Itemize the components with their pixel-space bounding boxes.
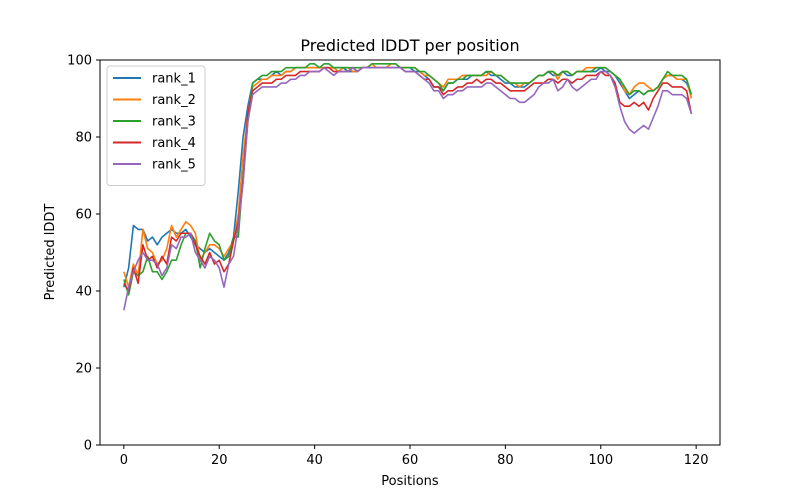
y-tick-label: 60 (75, 208, 92, 223)
series-line-rank_3 (123, 63, 693, 296)
legend-label-rank_2: rank_2 (152, 93, 196, 108)
y-axis-label: Predicted lDDT (43, 204, 58, 301)
y-tick-label: 0 (84, 439, 92, 454)
x-tick-label: 100 (588, 453, 613, 468)
legend-label-rank_3: rank_3 (152, 115, 196, 130)
series-line-rank_5 (123, 66, 693, 311)
legend-label-rank_1: rank_1 (152, 72, 196, 87)
x-tick-label: 60 (402, 453, 419, 468)
legend-label-rank_4: rank_4 (152, 136, 196, 151)
x-tick-label: 80 (497, 453, 514, 468)
x-axis-label: Positions (381, 474, 439, 489)
x-tick-label: 40 (306, 453, 323, 468)
y-tick-label: 40 (75, 285, 92, 300)
x-tick-label: 20 (211, 453, 228, 468)
y-axis: 0 20 40 60 80 100 (67, 54, 100, 454)
x-tick-label: 120 (684, 453, 709, 468)
plot-area (123, 63, 693, 311)
legend-box (106, 65, 206, 186)
x-axis: 0 20 40 60 80 100 120 (120, 445, 709, 468)
y-tick-label: 100 (67, 54, 92, 69)
y-tick-label: 80 (75, 131, 92, 146)
legend: rank_1 rank_2 rank_3 rank_4 rank_5 (106, 65, 206, 186)
y-tick-label: 20 (75, 362, 92, 377)
x-tick-label: 0 (120, 453, 128, 468)
chart-title: Predicted lDDT per position (300, 36, 519, 55)
legend-label-rank_5: rank_5 (152, 158, 196, 173)
